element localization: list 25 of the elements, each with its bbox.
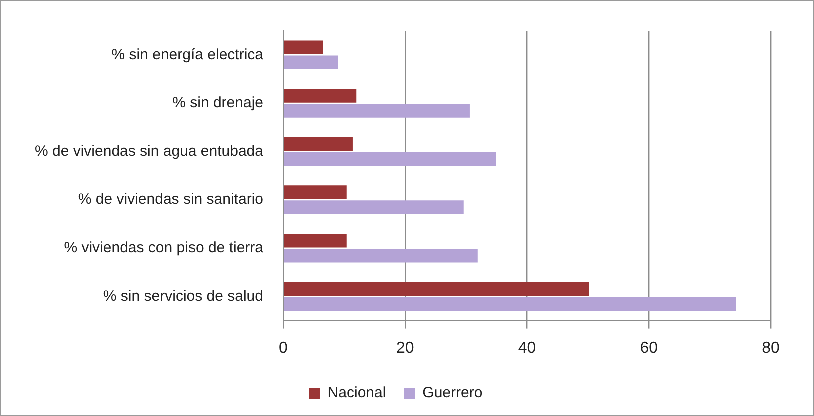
bar xyxy=(284,297,736,312)
y-tick-label: % viviendas con piso de tierra xyxy=(64,239,264,256)
y-tick-label: % sin energía electrica xyxy=(112,46,264,64)
y-tick-label: % sin drenaje xyxy=(172,94,264,112)
y-tick-label: % sin servicios de salud xyxy=(103,288,264,305)
bar xyxy=(284,137,353,152)
x-tick-label: 20 xyxy=(396,340,414,357)
bar xyxy=(284,56,338,70)
bar xyxy=(284,40,324,55)
x-tick-label: 80 xyxy=(762,340,780,357)
x-tick-label: 60 xyxy=(640,340,658,357)
bar xyxy=(284,186,347,200)
bar xyxy=(284,248,478,263)
bar xyxy=(284,89,357,103)
y-tick-label: % de viviendas sin agua entubada xyxy=(34,142,264,160)
legend-label: Nacional xyxy=(328,384,386,402)
x-tick-label: 0 xyxy=(279,340,288,357)
bar xyxy=(284,104,470,118)
x-tick-label: 40 xyxy=(518,340,536,357)
bar xyxy=(284,152,496,166)
bar xyxy=(284,200,464,214)
legend-label: Guerrero xyxy=(422,384,483,402)
y-tick-label: % de viviendas sin sanitario xyxy=(78,191,264,208)
bar xyxy=(284,282,590,296)
bar xyxy=(284,234,347,248)
